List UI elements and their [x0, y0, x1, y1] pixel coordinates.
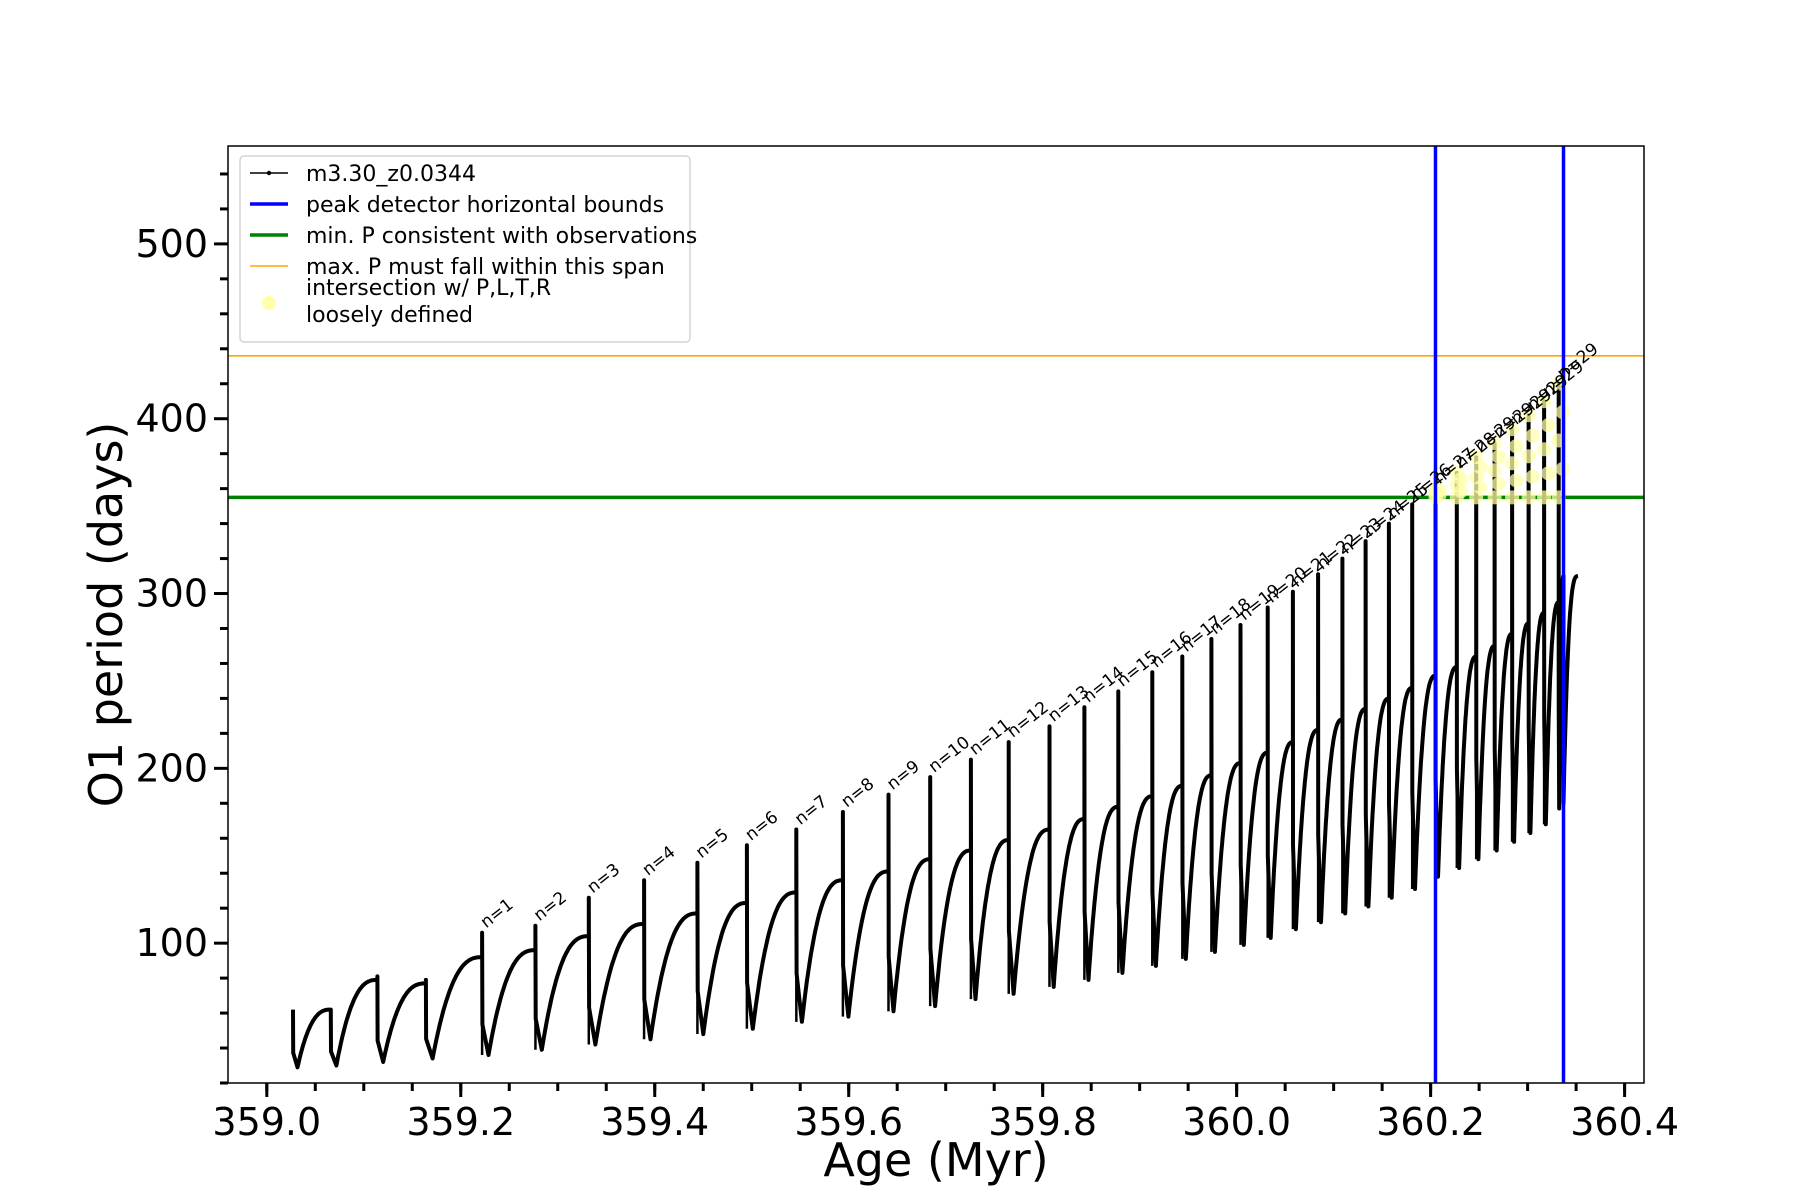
intersection-marker — [1537, 442, 1552, 457]
intersection-marker — [1537, 394, 1552, 409]
intersection-marker — [1509, 439, 1524, 454]
peak-label: n=1 — [477, 895, 518, 933]
legend-label: loosely defined — [306, 303, 473, 328]
intersection-marker — [1505, 456, 1520, 471]
intersection-marker — [1449, 465, 1464, 480]
peak-label: n=7 — [791, 792, 832, 830]
x-tick-label: 359.4 — [600, 1100, 709, 1144]
peak-label: n=4 — [639, 842, 680, 880]
x-tick-label: 360.4 — [1570, 1100, 1679, 1144]
intersection-marker — [1525, 428, 1540, 443]
peak-label: n=12 — [1004, 698, 1053, 742]
x-axis-title: Age (Myr) — [823, 1133, 1048, 1187]
x-tick-label: 359.2 — [406, 1100, 515, 1144]
intersection-marker — [1505, 422, 1520, 437]
legend-label: min. P consistent with observations — [306, 224, 697, 249]
intersection-marker — [1491, 449, 1506, 464]
legend-label: peak detector horizontal bounds — [306, 193, 664, 218]
legend-label: intersection w/ P,L,T,R — [306, 276, 551, 301]
intersection-marker — [1541, 466, 1556, 481]
intersection-marker — [1509, 473, 1524, 488]
y-tick-label: 400 — [135, 397, 208, 441]
x-tick-label: 359.8 — [988, 1100, 1097, 1144]
intersection-marker — [1487, 436, 1502, 451]
series-line — [291, 381, 1580, 1070]
legend-marker-intersection — [262, 296, 276, 310]
y-tick-label: 500 — [135, 222, 208, 266]
y-tick-label: 300 — [135, 572, 208, 616]
intersection-marker — [1487, 490, 1502, 505]
x-tick-label: 359.6 — [794, 1100, 903, 1144]
y-tick-label: 100 — [135, 921, 208, 965]
y-axis-title: O1 period (days) — [79, 422, 133, 808]
peak-label: n=9 — [883, 757, 924, 795]
x-tick-label: 360.0 — [1182, 1100, 1291, 1144]
peak-label: n=3 — [584, 860, 625, 898]
intersection-marker — [1521, 449, 1536, 464]
legend-swatch-dot — [266, 170, 272, 176]
intersection-marker — [1469, 450, 1484, 465]
intersection-marker — [1541, 418, 1556, 433]
x-tick-label: 359.0 — [212, 1100, 321, 1144]
peak-label: n=6 — [742, 807, 783, 845]
x-tick-label: 360.2 — [1376, 1100, 1485, 1144]
axes-layer: 359.0 359.2 359.4 359.6 359.8 360.0 360.2 360.4… — [135, 145, 1679, 1144]
legend-box — [239, 155, 691, 343]
legend-label: max. P must fall within this span — [306, 255, 665, 280]
peak-label: n=5 — [692, 825, 733, 863]
plot-frame — [227, 145, 1645, 1084]
intersection-marker — [1525, 469, 1540, 484]
peak-label: n=10 — [925, 733, 974, 777]
intersection-marker — [1521, 490, 1536, 505]
intersection-marker — [1487, 463, 1502, 478]
intersection-marker — [1505, 490, 1520, 505]
y-tick-label: 200 — [135, 746, 208, 790]
peak-label: n=8 — [838, 774, 879, 812]
peak-label: n=2 — [530, 888, 571, 926]
legend-label: m3.30_z0.0344 — [306, 162, 476, 187]
intersection-marker — [1491, 476, 1506, 491]
intersection-marker — [1537, 490, 1552, 505]
intersection-marker — [1521, 408, 1536, 423]
